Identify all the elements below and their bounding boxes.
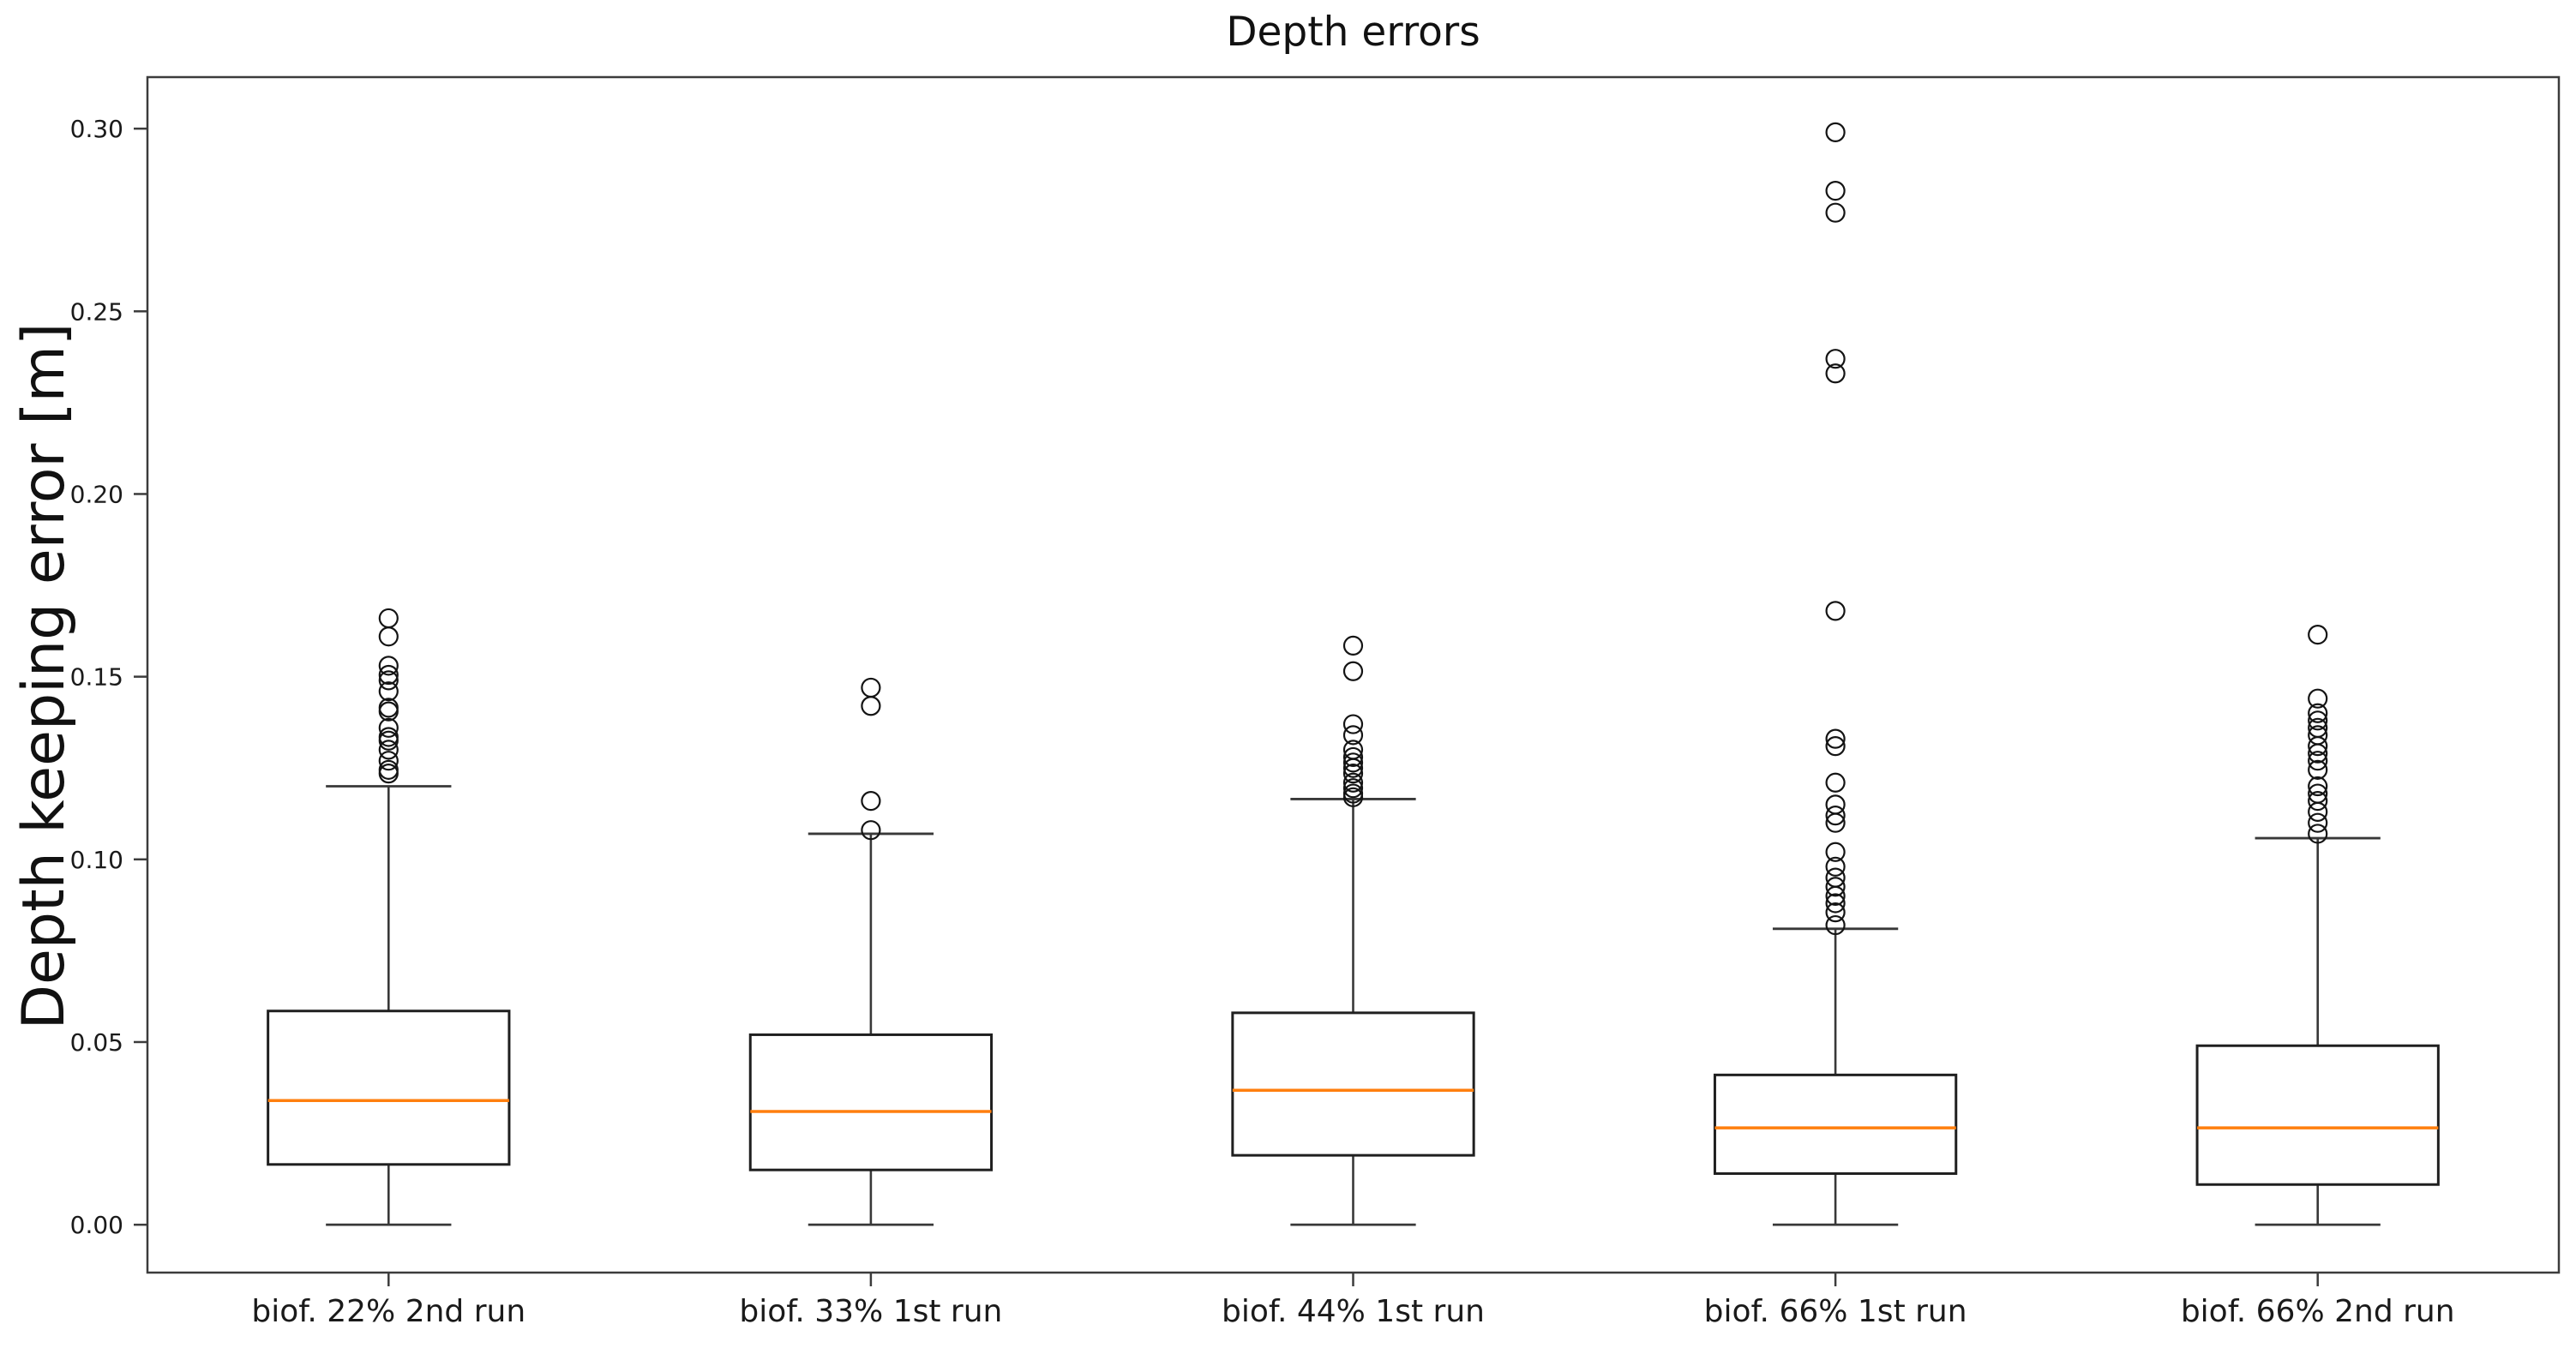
outlier-point	[1342, 778, 1364, 799]
outlier-point	[2308, 824, 2328, 844]
box	[2195, 1044, 2440, 1186]
outlier-point	[1342, 740, 1364, 760]
outlier-point	[2308, 710, 2328, 731]
outlier-point	[1825, 867, 1846, 888]
outlier-point	[1342, 783, 1364, 804]
outlier-point	[2308, 703, 2328, 723]
outlier-point	[2308, 776, 2328, 797]
outlier-point	[378, 751, 399, 771]
outlier-point	[2308, 790, 2328, 812]
outlier-point	[1825, 349, 1846, 369]
outlier-point	[378, 759, 399, 780]
outlier-point	[2308, 751, 2328, 771]
outlier-point	[378, 681, 399, 702]
outlier-point	[2308, 717, 2328, 738]
outlier-point	[378, 664, 399, 686]
outlier-point	[378, 717, 399, 738]
outlier-point	[1342, 746, 1364, 768]
outlier-point	[1825, 736, 1846, 757]
outlier-point	[1825, 914, 1846, 936]
outlier-point	[2308, 759, 2328, 780]
y-tick-label: 0.20	[70, 480, 123, 508]
outlier-point	[2308, 688, 2328, 709]
outlier-point	[378, 656, 399, 676]
outlier-point	[378, 608, 399, 629]
x-tick-label: biof. 33% 1st run	[739, 1294, 1002, 1329]
outlier-point	[1825, 363, 1846, 384]
outlier-point	[2308, 783, 2328, 804]
outlier-point	[1825, 877, 1846, 897]
outlier-point	[1825, 772, 1846, 793]
chart-title: Depth errors	[1226, 9, 1480, 56]
box	[748, 1033, 994, 1171]
outlier-point	[1825, 806, 1846, 826]
y-tick-label: 0.25	[70, 297, 123, 326]
outlier-point	[2308, 812, 2328, 833]
outlier-point	[378, 740, 399, 760]
outlier-point	[1825, 601, 1846, 621]
y-tick-label: 0.10	[70, 846, 123, 874]
box	[1231, 1011, 1475, 1157]
outlier-point	[1825, 728, 1846, 749]
outlier-point	[378, 698, 399, 718]
outlier-point	[1825, 856, 1846, 877]
outlier-point	[1342, 635, 1364, 656]
outlier-point	[861, 820, 881, 841]
outlier-point	[1342, 725, 1364, 746]
outlier-point	[378, 727, 399, 747]
y-tick-label: 0.15	[70, 663, 123, 692]
outlier-point	[1825, 202, 1846, 223]
outlier-point	[861, 790, 881, 812]
outlier-point	[1342, 661, 1364, 681]
outlier-point	[1825, 893, 1846, 914]
x-tick-label: biof. 44% 1st run	[1222, 1294, 1485, 1329]
outlier-point	[1342, 752, 1364, 773]
outlier-point	[2308, 625, 2328, 645]
x-tick-label: biof. 66% 1st run	[1704, 1294, 1967, 1329]
outlier-point	[1825, 180, 1846, 201]
box	[1713, 1073, 1958, 1175]
outlier-point	[1342, 772, 1364, 793]
y-tick-label: 0.05	[70, 1028, 123, 1057]
outlier-point	[861, 677, 881, 698]
outlier-point	[378, 670, 399, 691]
outlier-point	[1342, 764, 1364, 784]
x-tick-label: biof. 66% 2nd run	[2181, 1294, 2455, 1329]
box	[267, 1010, 511, 1166]
outlier-point	[1825, 794, 1846, 815]
y-tick-label: 0.00	[70, 1211, 123, 1239]
y-tick-label: 0.30	[70, 115, 123, 143]
outlier-point	[1825, 842, 1846, 862]
x-tick-label: biof. 22% 2nd run	[251, 1294, 525, 1329]
outlier-point	[2308, 725, 2328, 746]
outlier-point	[1825, 122, 1846, 142]
outlier-point	[1342, 714, 1364, 734]
outlier-point	[1825, 902, 1846, 923]
